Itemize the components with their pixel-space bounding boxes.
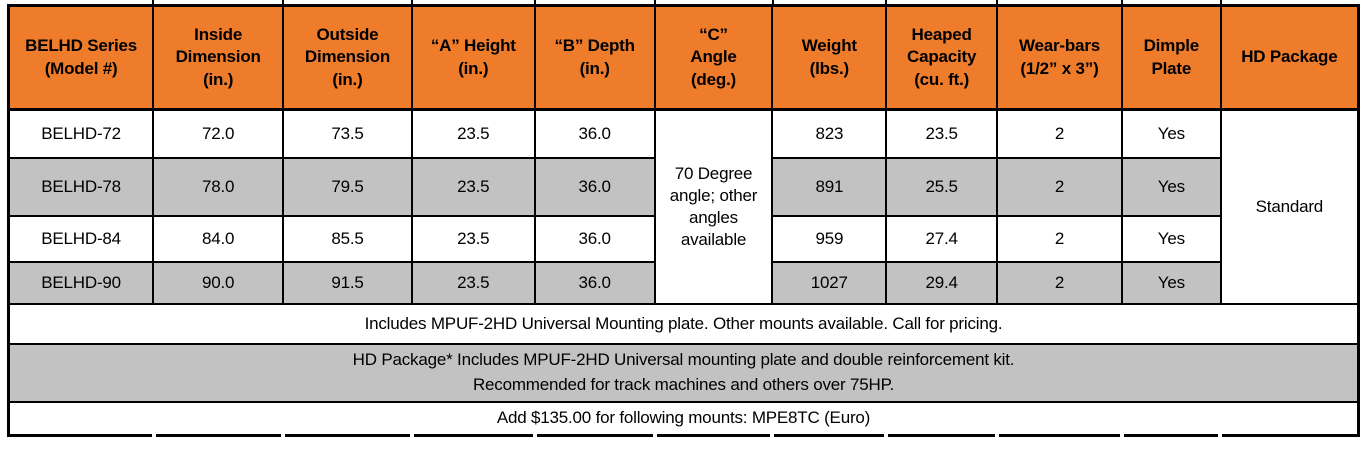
cell-b-depth: 36.0 [533, 214, 656, 263]
cell-dimple-plate: Yes [1120, 260, 1222, 305]
cell-dimple-plate: Yes [1120, 156, 1222, 217]
cell-wear-bars: 2 [996, 214, 1123, 263]
cell-hd-package: Standard [1219, 108, 1360, 305]
cell-heaped-capacity: 25.5 [885, 156, 999, 217]
cell-c-angle-note: 70 Degree angle; other angles available [653, 108, 774, 305]
cell-inside-dimension: 72.0 [152, 108, 285, 159]
column-header-belhd-series: BELHD Series (Model #) [7, 4, 155, 111]
note-row-hd-package: HD Package* Includes MPUF-2HD Universal … [7, 342, 1360, 403]
column-header-outside-dimension: Outside Dimension (in.) [282, 4, 413, 111]
cell-outside-dimension: 85.5 [282, 214, 413, 263]
column-header-inside-dimension: Inside Dimension (in.) [152, 4, 285, 111]
table-row-belhd-72: BELHD-72 72.0 73.5 23.5 36.0 70 Degree a… [7, 108, 1360, 305]
cell-b-depth: 36.0 [533, 156, 656, 217]
cell-a-height: 23.5 [410, 108, 536, 159]
cell-b-depth: 36.0 [533, 108, 656, 159]
cell-weight: 1027 [771, 260, 888, 305]
cell-heaped-capacity: 23.5 [885, 108, 999, 159]
cell-model: BELHD-72 [7, 108, 155, 159]
column-header-heaped-capacity: Heaped Capacity (cu. ft.) [885, 4, 999, 111]
cell-wear-bars: 2 [996, 260, 1123, 305]
cell-heaped-capacity: 27.4 [885, 214, 999, 263]
cell-dimple-plate: Yes [1120, 214, 1222, 263]
note-hd-package: HD Package* Includes MPUF-2HD Universal … [7, 342, 1360, 403]
column-header-b-depth: “B” Depth (in.) [533, 4, 656, 111]
column-header-hd-package: HD Package [1219, 4, 1360, 111]
table-row-belhd-84: BELHD-84 84.0 85.5 23.5 36.0 959 27.4 2 … [7, 214, 1359, 263]
cell-outside-dimension: 91.5 [282, 260, 413, 305]
cell-model: BELHD-84 [7, 214, 155, 263]
note-row-mounting-plate: Includes MPUF-2HD Universal Mounting pla… [7, 302, 1360, 345]
column-header-dimple-plate: Dimple Plate [1120, 4, 1222, 111]
cell-wear-bars: 2 [996, 108, 1123, 159]
cell-dimple-plate: Yes [1120, 108, 1222, 159]
note-mounting-plate: Includes MPUF-2HD Universal Mounting pla… [7, 302, 1360, 345]
cell-a-height: 23.5 [410, 156, 536, 217]
cell-inside-dimension: 84.0 [152, 214, 285, 263]
cell-outside-dimension: 73.5 [282, 108, 413, 159]
cell-weight: 959 [771, 214, 888, 263]
cell-wear-bars: 2 [996, 156, 1123, 217]
cell-a-height: 23.5 [410, 260, 536, 305]
column-header-wear-bars: Wear-bars (1/2” x 3”) [996, 4, 1123, 111]
cell-heaped-capacity: 29.4 [885, 260, 999, 305]
cell-outside-dimension: 79.5 [282, 156, 413, 217]
cell-weight: 823 [771, 108, 888, 159]
cell-inside-dimension: 78.0 [152, 156, 285, 217]
cell-b-depth: 36.0 [533, 260, 656, 305]
spec-table-wrap: BELHD Series (Model #) Inside Dimension … [7, 0, 1360, 437]
note-row-euro-mount: Add $135.00 for following mounts: MPE8TC… [7, 400, 1360, 437]
cell-model: BELHD-90 [7, 260, 155, 305]
table-row-belhd-78: BELHD-78 78.0 79.5 23.5 36.0 891 25.5 2 … [7, 156, 1359, 217]
gridline-overhang-ticks [7, 0, 1360, 5]
column-header-a-height: “A” Height (in.) [410, 4, 536, 111]
bottom-border-gaps [7, 434, 1360, 437]
note-euro-mount: Add $135.00 for following mounts: MPE8TC… [7, 400, 1360, 437]
column-header-c-angle: “C” Angle (deg.) [653, 4, 774, 111]
cell-weight: 891 [771, 156, 888, 217]
column-header-weight: Weight (lbs.) [771, 4, 888, 111]
spec-table: BELHD Series (Model #) Inside Dimension … [7, 4, 1360, 437]
header-row: BELHD Series (Model #) Inside Dimension … [7, 4, 1360, 111]
cell-model: BELHD-78 [7, 156, 155, 217]
table-row-belhd-90: BELHD-90 90.0 91.5 23.5 36.0 1027 29.4 2… [7, 260, 1359, 305]
cell-inside-dimension: 90.0 [152, 260, 285, 305]
cell-a-height: 23.5 [410, 214, 536, 263]
